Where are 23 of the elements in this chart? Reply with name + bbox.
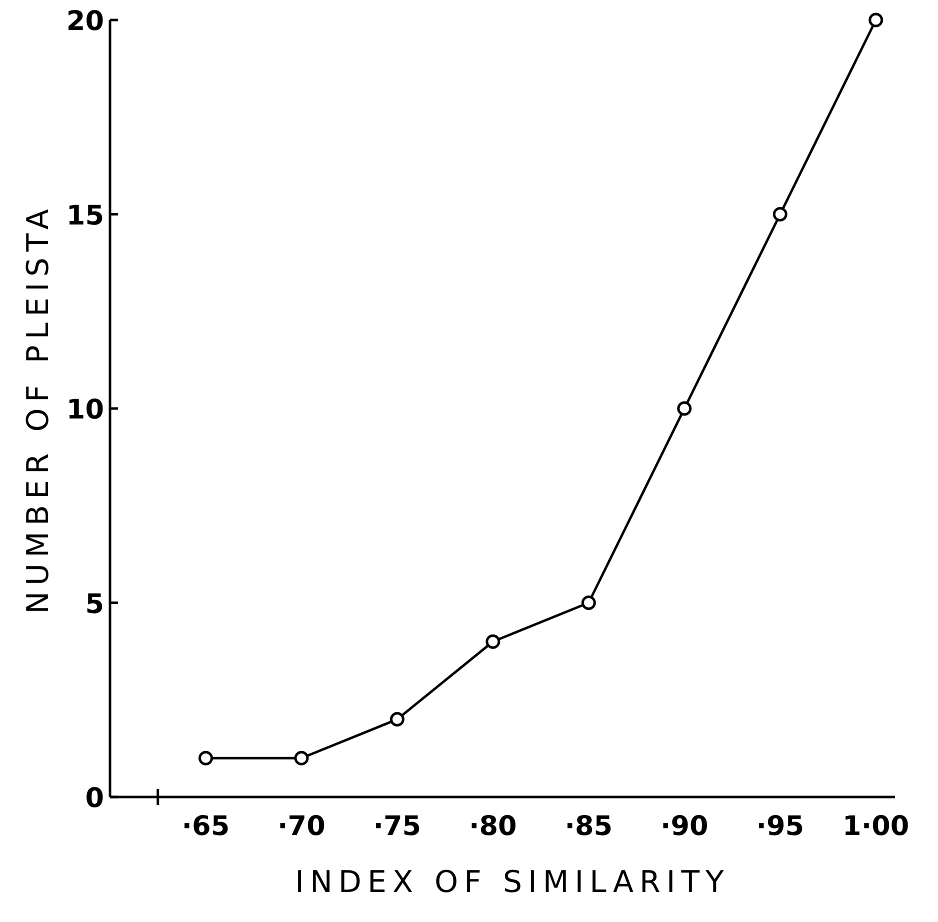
x-tick-label: ·80 [469,811,517,842]
point [868,12,884,28]
x-tick-label: ·65 [182,811,230,842]
x-tick-label: ·70 [278,811,326,842]
y-axis-title: NUMBER OF PLEISTA [21,203,56,614]
x-axis-title: INDEX OF SIMILARITY [295,865,730,900]
x-tick-label: ·90 [660,811,708,842]
y-tick-label: 10 [66,394,104,426]
y-tick-label: 20 [66,6,104,37]
x-tick-label: ·75 [373,811,422,842]
point [294,750,309,766]
y-tick-label: 15 [66,200,104,232]
x-tick-label: ·95 [756,811,804,842]
x-tick-label: 1·00 [842,811,910,842]
point [581,596,596,610]
point [772,207,788,222]
point [390,712,404,727]
point [677,401,692,416]
point [486,634,500,649]
y-tick-label: 5 [85,588,104,620]
y-tick-label: 0 [85,783,104,814]
point [198,750,213,766]
x-tick-label: ·85 [564,811,613,842]
